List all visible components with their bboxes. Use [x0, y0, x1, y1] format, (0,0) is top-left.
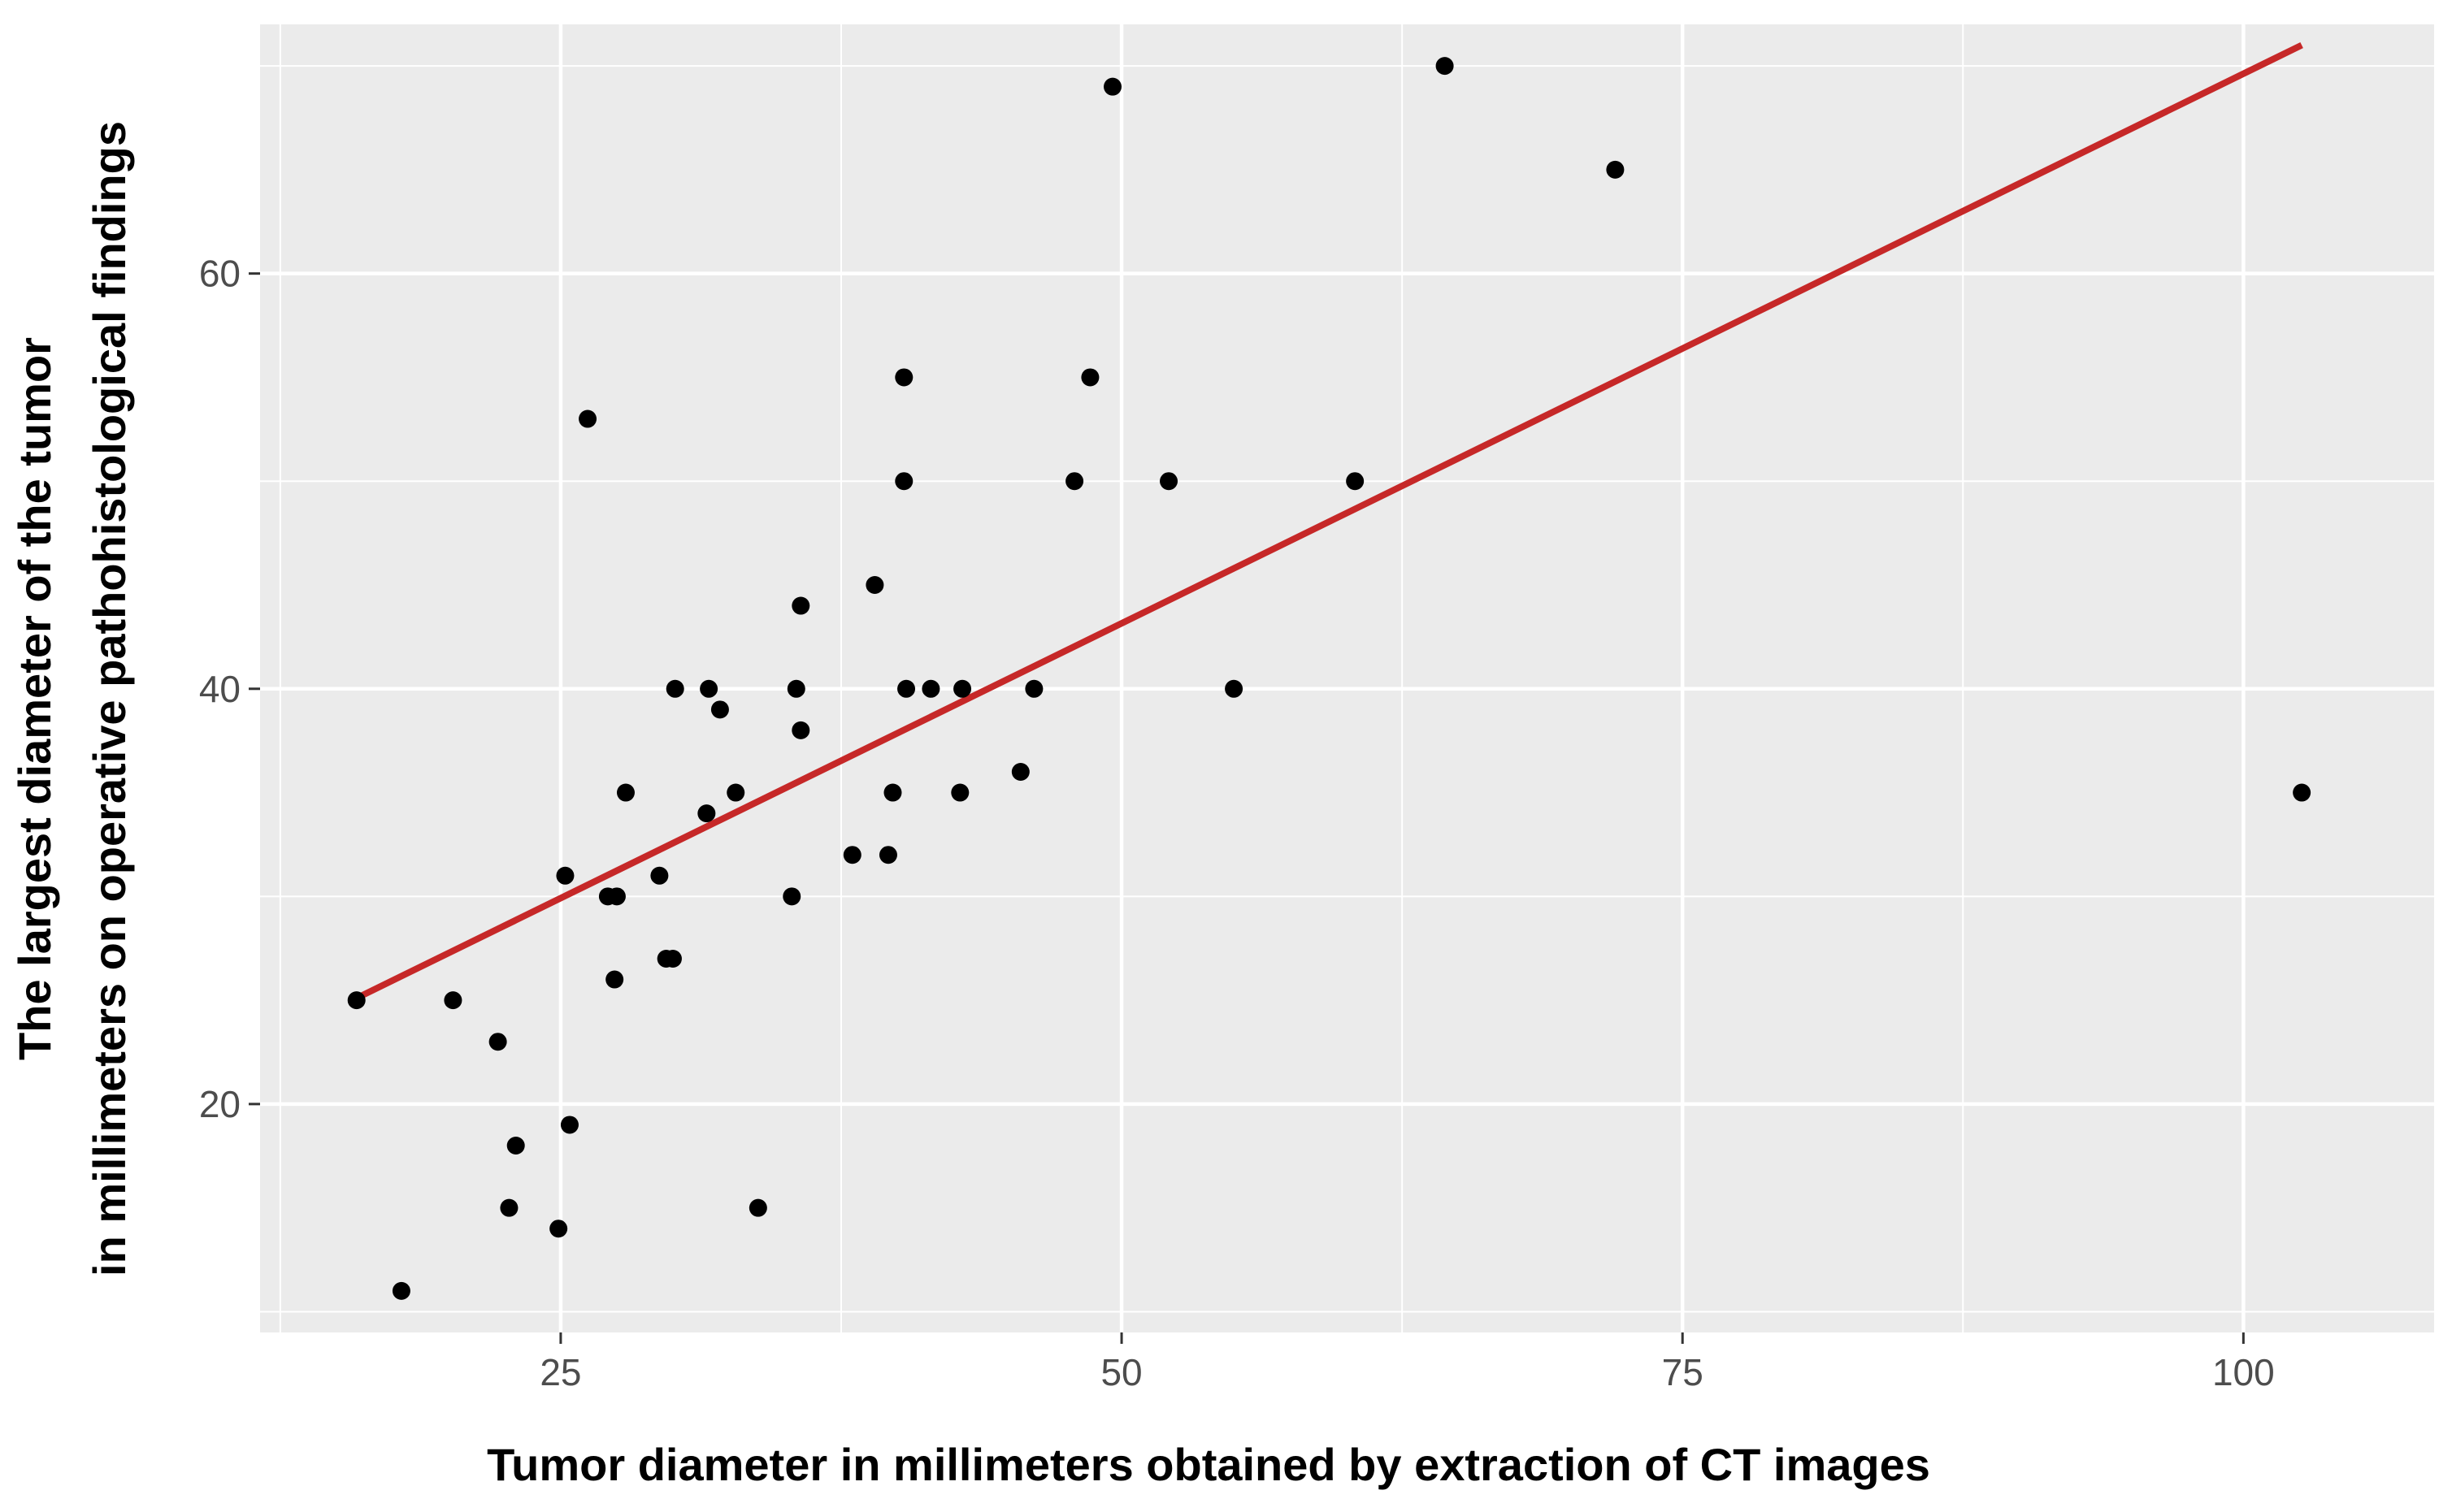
- y-tick-label: 20: [199, 1083, 241, 1125]
- plot-panel: [260, 24, 2434, 1332]
- data-point: [500, 1198, 519, 1217]
- data-point: [922, 679, 940, 698]
- data-point: [506, 1137, 525, 1155]
- data-point: [700, 679, 718, 698]
- y-tick-label: 60: [199, 253, 241, 295]
- data-point: [897, 679, 916, 698]
- data-point: [579, 409, 597, 428]
- data-point: [666, 679, 684, 698]
- axis-ticks: [249, 272, 2245, 1344]
- data-point: [607, 887, 626, 906]
- y-tick-label: 40: [199, 668, 241, 710]
- data-point: [1160, 472, 1178, 491]
- x-tick-label: 75: [1662, 1351, 1703, 1393]
- data-point: [392, 1281, 410, 1300]
- data-point: [879, 846, 897, 864]
- y-axis-tick-labels: 20 40 60: [199, 253, 241, 1125]
- data-point: [895, 368, 914, 387]
- x-tick-label: 50: [1100, 1351, 1142, 1393]
- data-point: [444, 991, 462, 1010]
- regression-fit-line: [354, 41, 2303, 1002]
- data-point: [866, 576, 884, 594]
- data-point: [895, 472, 914, 491]
- data-points: [347, 57, 2311, 1300]
- data-point: [1435, 57, 1454, 76]
- x-tick-label: 25: [540, 1351, 581, 1393]
- data-point: [792, 721, 810, 739]
- data-point: [843, 846, 861, 864]
- data-point: [1011, 763, 1030, 781]
- data-point: [2293, 783, 2311, 802]
- data-point: [1065, 472, 1084, 491]
- data-point: [792, 596, 810, 615]
- x-axis-tick-labels: 25 50 75 100: [540, 1351, 2274, 1393]
- data-point: [787, 679, 805, 698]
- y-axis-title-line-1: The largest diameter of the tumor: [9, 337, 60, 1060]
- y-axis-title-group: The largest diameter of the tumor in mil…: [9, 121, 135, 1276]
- data-point: [663, 950, 682, 968]
- data-point: [749, 1198, 767, 1217]
- data-point: [650, 866, 669, 885]
- y-axis-title-line-2: in millimeters on operative pathohistolo…: [84, 121, 135, 1276]
- data-point: [556, 866, 575, 885]
- data-point: [953, 679, 972, 698]
- data-point: [883, 783, 902, 802]
- data-point: [616, 783, 635, 802]
- data-point: [1606, 160, 1625, 179]
- data-point: [727, 783, 745, 802]
- data-point: [1225, 679, 1243, 698]
- x-axis-title: Tumor diameter in millimeters obtained b…: [487, 1439, 1930, 1490]
- data-point: [951, 783, 970, 802]
- data-point: [560, 1116, 579, 1134]
- data-point: [347, 991, 366, 1010]
- data-point: [605, 970, 624, 989]
- data-point: [697, 804, 716, 823]
- data-point: [488, 1033, 507, 1051]
- data-point: [1025, 679, 1044, 698]
- data-point: [1104, 77, 1122, 96]
- data-point: [1346, 472, 1365, 491]
- x-tick-label: 100: [2212, 1351, 2275, 1393]
- data-point: [549, 1220, 568, 1238]
- major-gridlines: [260, 24, 2434, 1332]
- data-point: [710, 700, 729, 719]
- data-point: [783, 887, 801, 906]
- data-point: [1081, 368, 1100, 387]
